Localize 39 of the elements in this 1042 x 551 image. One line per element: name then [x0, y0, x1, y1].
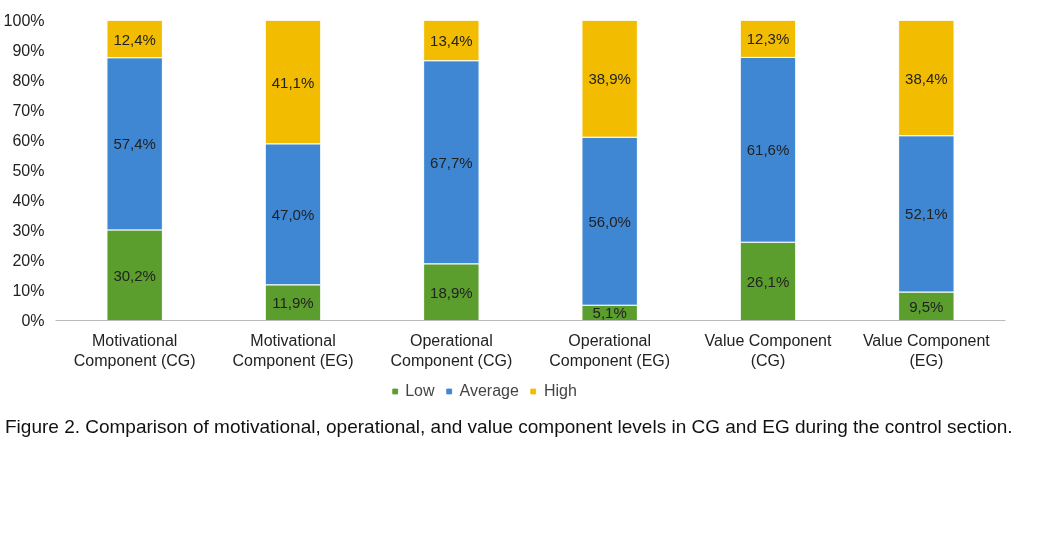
y-tick-label: 40%: [12, 192, 45, 209]
caption: Figure 2. Comparison of motivational, operational, and value component levels in CG and EG during the control section.: [5, 416, 1013, 439]
legend-label: High: [543, 382, 577, 400]
data-label: 11,9%: [272, 294, 314, 312]
data-label: 41,1%: [271, 73, 315, 91]
data-label: 57,4%: [113, 135, 156, 153]
data-label: 12,4%: [113, 30, 156, 48]
data-label: 61,6%: [746, 141, 790, 159]
x-tick-label: Operational Component (CG): [390, 331, 513, 369]
data-label: 67,7%: [430, 153, 473, 171]
data-label: 38,9%: [588, 70, 631, 88]
data-label: 47,0%: [271, 205, 315, 223]
y-tick-label: 90%: [12, 42, 45, 59]
y-tick-label: 20%: [12, 252, 45, 269]
y-tick-label: 100%: [3, 12, 45, 29]
data-label: 52,1%: [905, 205, 948, 223]
y-tick-label: 70%: [12, 102, 45, 119]
legend-label: Low: [405, 382, 435, 400]
y-tick-label: 80%: [12, 72, 45, 89]
y-tick-label: 30%: [12, 222, 45, 239]
y-tick-label: 60%: [12, 132, 45, 149]
y-tick-label: 10%: [12, 282, 45, 299]
x-tick-label: Value Component (EG): [862, 331, 991, 369]
data-label: 13,4%: [430, 32, 473, 50]
x-tick-label: Motivational Component (EG): [232, 331, 354, 369]
data-label: 5,1%: [592, 304, 627, 322]
data-label: 18,9%: [430, 283, 473, 301]
x-tick-label: Motivational Component (CG): [73, 331, 196, 369]
data-label: 12,3%: [746, 30, 790, 48]
x-tick-label: Operational Component (EG): [549, 331, 671, 369]
legend-label: Average: [459, 382, 519, 400]
data-label: 26,1%: [746, 272, 790, 290]
data-label: 56,0%: [588, 212, 631, 230]
data-label: 30,2%: [113, 266, 156, 284]
x-tick-label: Value Component (CG): [704, 331, 832, 369]
data-label: 9,5%: [909, 297, 944, 315]
data-label: 38,4%: [905, 69, 948, 87]
y-tick-label: 50%: [12, 162, 45, 179]
y-tick-label: 0%: [21, 312, 45, 329]
